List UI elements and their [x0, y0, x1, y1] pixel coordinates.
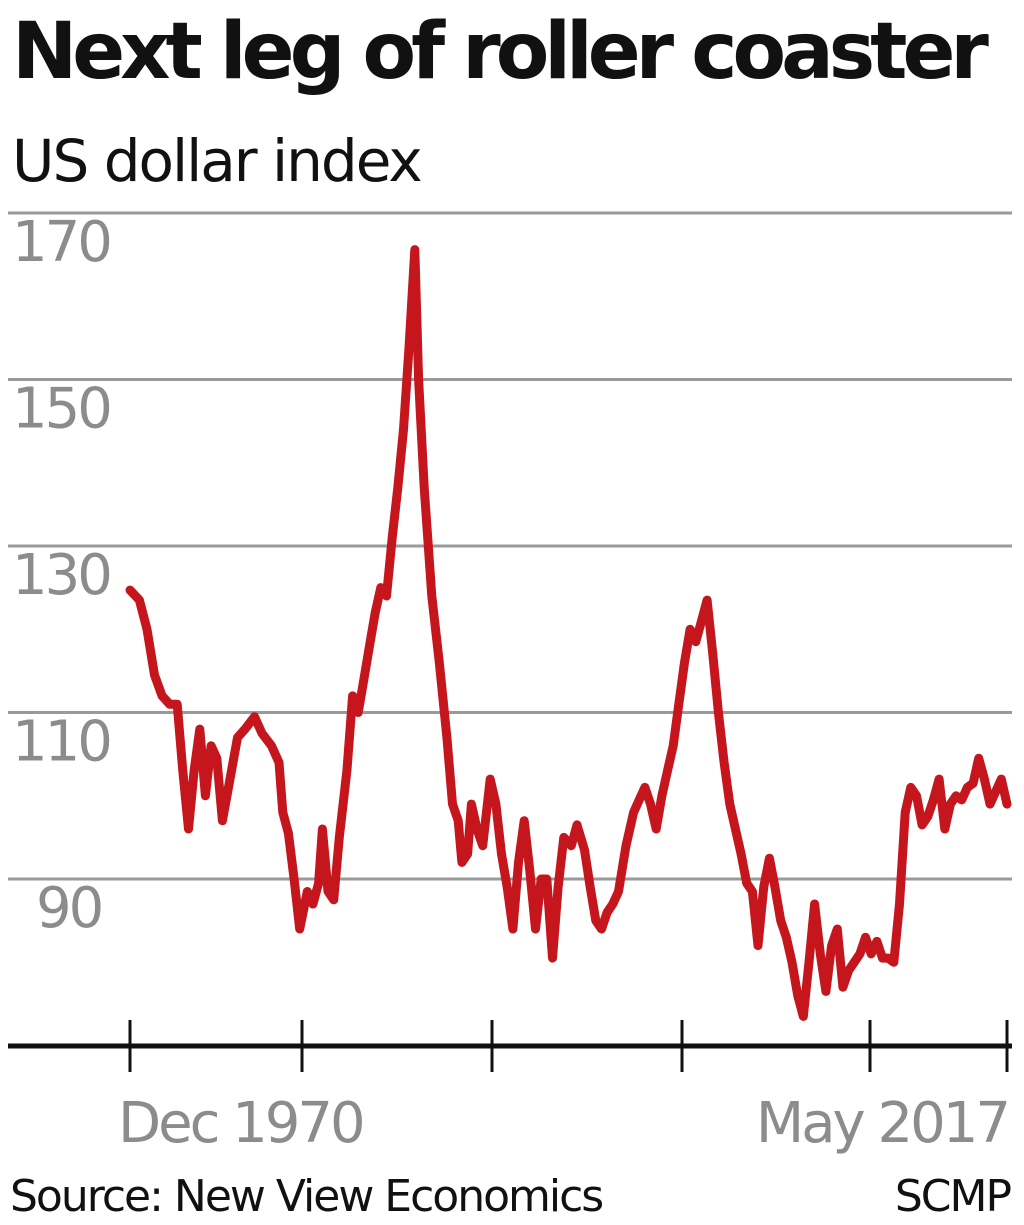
chart-title: Next leg of roller coaster	[12, 7, 989, 97]
y-tick-label-150: 150	[12, 377, 110, 442]
series-layer	[125, 245, 1012, 1021]
x-tick-label-start: Dec 1970	[118, 1091, 363, 1156]
y-tick-label-110: 110	[12, 710, 110, 775]
source-note: Source: New View Economics	[10, 1171, 604, 1222]
y-tick-label-170: 170	[12, 210, 110, 275]
y-tick-label-130: 130	[12, 543, 110, 608]
chart-subtitle: US dollar index	[12, 127, 423, 195]
credit-label: SCMP	[894, 1171, 1012, 1222]
series-line-0	[125, 245, 1012, 1021]
y-tick-labels: 90 110 130 150 170	[12, 210, 113, 941]
grid-lines	[8, 211, 1012, 881]
y-tick-label-90: 90	[36, 876, 101, 941]
x-axis: Dec 1970 May 2017	[8, 1020, 1012, 1156]
x-tick-label-end: May 2017	[756, 1091, 1008, 1156]
